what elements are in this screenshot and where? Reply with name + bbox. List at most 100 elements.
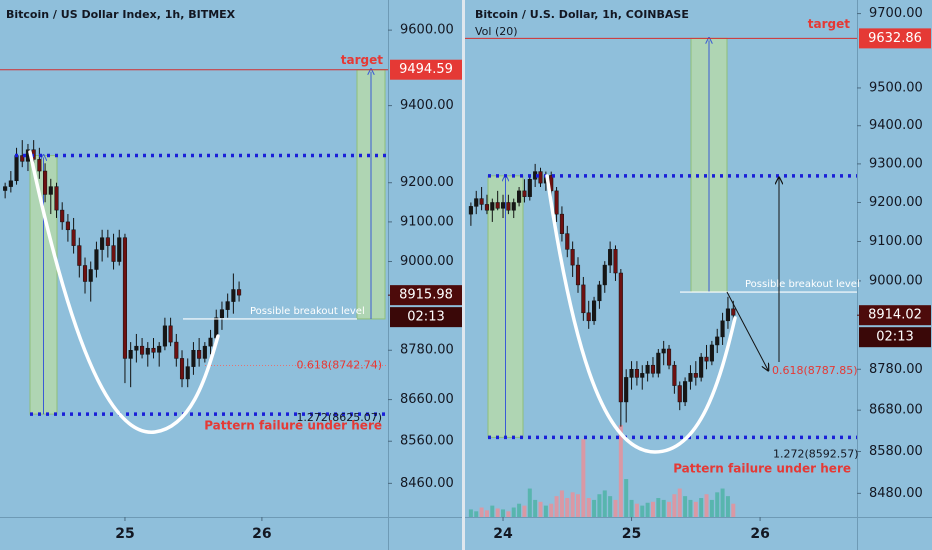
- countdown-tag: 02:13: [407, 310, 444, 325]
- candle-body: [522, 190, 527, 197]
- candle-body: [237, 289, 242, 296]
- volume-bar: [565, 498, 570, 517]
- candle-body: [650, 364, 656, 374]
- candle-body: [517, 190, 522, 203]
- candle-body: [575, 264, 581, 286]
- x-tick-label: 26: [252, 526, 271, 542]
- candle-body: [592, 300, 597, 322]
- target-price-tag: 9632.86: [868, 31, 922, 46]
- volume-bar: [506, 511, 511, 517]
- candle-body: [174, 341, 179, 359]
- volume-bar: [511, 507, 516, 517]
- volume-bar: [661, 499, 666, 517]
- candle-body: [688, 373, 693, 382]
- candle-body: [168, 325, 173, 343]
- candle-body: [608, 249, 613, 266]
- candle-body: [14, 155, 19, 182]
- candle-body: [581, 284, 586, 314]
- candle-body: [82, 265, 88, 282]
- candle-body: [105, 237, 110, 246]
- last-price-tag-bg: [859, 305, 931, 326]
- candle-body: [645, 364, 650, 374]
- candle-body: [715, 336, 720, 346]
- candle-body: [231, 289, 236, 302]
- fib-label: 0.618(8787.85): [772, 364, 858, 377]
- candle-body: [162, 325, 167, 347]
- y-tick-label: 9100.00: [400, 214, 454, 229]
- last-price-tag: 8915.98: [399, 288, 453, 303]
- candle-body: [191, 349, 196, 367]
- y-tick-label: 9200.00: [869, 195, 923, 210]
- candle-body: [538, 171, 543, 184]
- failure-note: Pattern failure under here: [204, 419, 382, 433]
- candle-body: [37, 159, 42, 172]
- candle-body: [43, 170, 48, 195]
- volume-bar: [677, 488, 682, 517]
- candle-body: [527, 179, 532, 197]
- fib-label: 1.272(8592.57): [773, 447, 859, 460]
- candle-body: [554, 190, 559, 215]
- candle-body: [677, 385, 682, 403]
- candle-body: [145, 347, 150, 355]
- candle-body: [661, 348, 666, 354]
- volume-bar: [634, 503, 639, 517]
- volume-bar: [533, 499, 538, 517]
- target-price-tag-bg: [390, 59, 462, 80]
- x-tick-label: 24: [493, 526, 513, 542]
- volume-bar: [608, 496, 613, 517]
- chart-title: Bitcoin / US Dollar Index, 1h, BITMEX: [6, 8, 236, 21]
- candle-body: [656, 352, 661, 374]
- volume-bar: [656, 498, 661, 517]
- candle-body: [77, 245, 82, 266]
- volume-bar: [672, 494, 677, 517]
- candle-body: [624, 377, 629, 403]
- volume-bar: [715, 492, 720, 517]
- volume-bar: [495, 508, 500, 517]
- volume-bar: [650, 501, 655, 517]
- y-tick-label: 9400.00: [869, 118, 923, 133]
- candle-body: [479, 198, 484, 205]
- volume-bar: [629, 499, 634, 517]
- candle-body: [117, 237, 122, 262]
- candle-body: [151, 347, 156, 353]
- volume-bar: [570, 492, 575, 517]
- candle-body: [208, 337, 213, 347]
- volume-bar: [602, 490, 607, 517]
- breakout-label: Possible breakout level: [745, 279, 860, 290]
- volume-bar: [699, 498, 704, 517]
- countdown-tag-bg: [859, 327, 931, 348]
- volume-bar: [683, 496, 688, 517]
- y-tick-label: 8660.00: [400, 392, 454, 407]
- volume-bar: [640, 505, 645, 517]
- volume-bar: [581, 439, 586, 517]
- candle-body: [500, 202, 506, 209]
- candle-body: [185, 366, 190, 380]
- y-tick-label: 9100.00: [869, 234, 923, 249]
- volume-bar: [479, 507, 484, 517]
- candle-body: [48, 186, 53, 195]
- volume-bar: [501, 509, 506, 517]
- breakout-label: Possible breakout level: [250, 306, 365, 317]
- volume-bar: [693, 501, 698, 517]
- candle-body: [629, 369, 634, 378]
- candle-body: [134, 345, 139, 351]
- candle-body: [731, 308, 736, 316]
- volume-bar: [517, 503, 522, 517]
- y-tick-label: 8680.00: [869, 403, 923, 418]
- candle-body: [3, 186, 8, 191]
- projection-arrow: [726, 291, 768, 370]
- candle-body: [219, 309, 225, 318]
- volume-bar: [592, 499, 597, 517]
- y-tick-label: 9500.00: [869, 80, 923, 95]
- candle-body: [565, 233, 570, 250]
- chart-subtitle: Vol (20): [475, 25, 518, 38]
- y-tick-label: 8580.00: [869, 444, 923, 459]
- candle-body: [128, 349, 133, 359]
- candle-body: [88, 269, 93, 282]
- candle-body: [570, 249, 575, 266]
- candle-body: [634, 369, 639, 378]
- candle-body: [511, 202, 516, 211]
- cup-curve: [545, 174, 737, 454]
- candle-body: [725, 308, 730, 322]
